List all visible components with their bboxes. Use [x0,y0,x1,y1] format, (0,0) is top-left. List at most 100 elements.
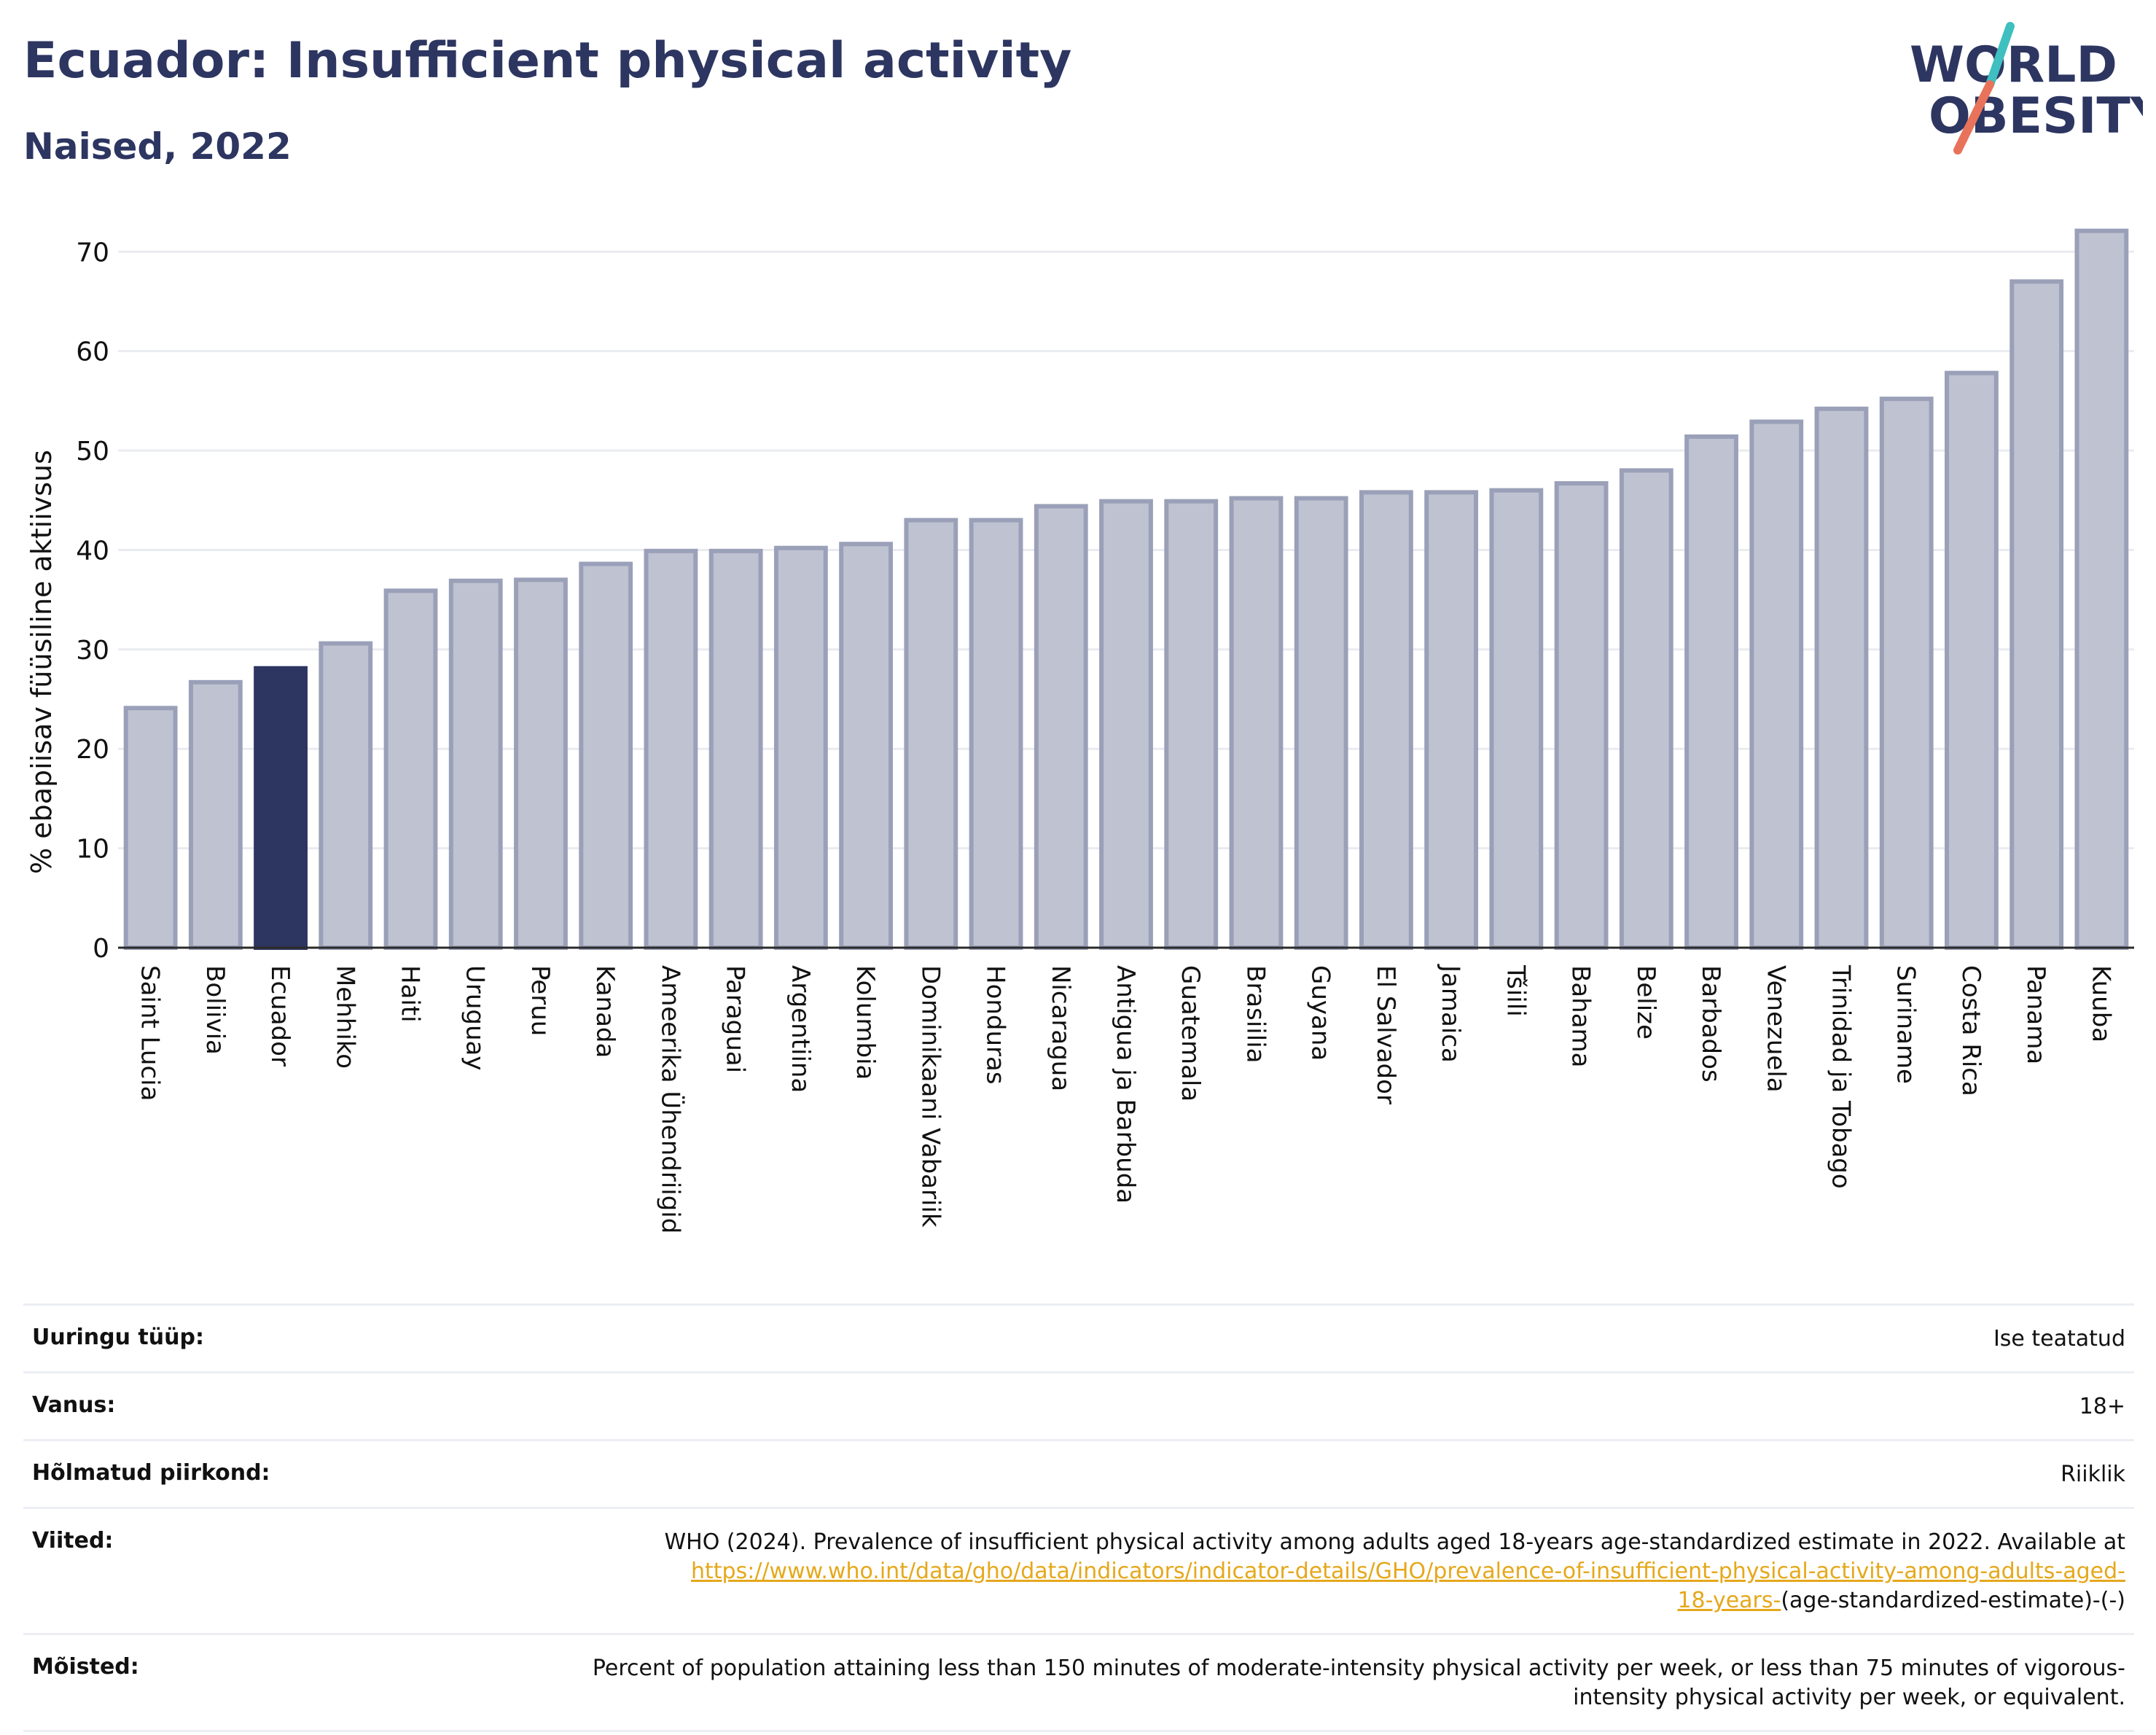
bar-chart: 0 10 20 30 40 50 60 70 Saint Lucia Boliivia Ecuad… [26,228,2134,1233]
bar-nicaragua [1034,504,1088,950]
x-tick-label: Antigua ja Barbuda [1111,965,1140,1204]
page-subtitle: Naised, 2022 [23,125,292,168]
meta-value: Ise teatatud [1993,1326,2125,1352]
x-tick-label: Ecuador [265,965,294,1067]
meta-value: 18+ [2079,1394,2125,1419]
bar-guatemala [1164,499,1219,950]
meta-row-references: Viited: WHO (2024). Prevalence of insuff… [23,1509,2134,1635]
x-tick-labels: Saint Lucia Boliivia Ecuador Mehhiko Haiti Ur… [136,964,2116,1233]
x-tick-label: Ameerika Ühendriigid [655,965,685,1233]
x-tick-label: Nicaragua [1046,965,1075,1091]
x-tick-label: Mehhiko [330,965,359,1069]
bar-el-salvador [1359,490,1413,950]
x-tick-label: Kanada [590,965,620,1058]
bar-saint-lucia [123,706,178,951]
references-text: WHO (2024). Prevalence of insufficient p… [664,1529,2125,1555]
bar-kanada [579,561,633,950]
x-tick-label: Argentiina [786,965,815,1093]
x-tick-label: Panama [2021,965,2050,1064]
bar-antigua-ja-barbuda [1099,499,1153,950]
meta-row-age: Vanus: 18+ [23,1373,2134,1441]
bar-ecuador [254,666,308,950]
x-tick-label: Dominikaani Vabariik [915,965,945,1228]
references-suffix: (age-standardized-estimate)-(-) [1781,1588,2125,1613]
x-tick-label: Honduras [981,965,1010,1085]
bar-panama [2009,279,2064,950]
meta-row-coverage: Hõlmatud piirkond: Riiklik [23,1441,2134,1509]
bar-t-iili [1489,488,1544,950]
page-title: Ecuador: Insufficient physical activity [23,32,1072,90]
y-tick-label: 60 [76,338,109,367]
references-link[interactable]: https://www.who.int/data/gho/data/indica… [691,1559,2125,1584]
meta-label: Uuringu tüüp: [32,1325,204,1350]
meta-label: Vanus: [32,1392,116,1418]
references-value: WHO (2024). Prevalence of insufficient p… [664,1528,2125,1615]
bar-boliivia [188,679,243,950]
x-tick-label: Uruguay [461,965,490,1071]
bar-peruu [514,577,568,950]
meta-label: Mõisted: [32,1654,139,1680]
bar-belize [1619,468,1673,950]
x-tick-label: Jamaica [1436,964,1465,1063]
y-tick-label: 10 [76,835,109,865]
bar-suriname [1879,397,1934,950]
metadata-table: Uuringu tüüp: Ise teatatud Vanus: 18+ Hõ… [23,1303,2134,1732]
x-tick-label: Trinidad ja Tobago [1826,964,1855,1189]
bar-honduras [969,518,1023,950]
logo-line-1: WORLD [1910,36,2117,94]
y-tick-label: 0 [93,934,109,964]
bar-kuuba [2074,228,2129,950]
bar-ameerika-hendriigid [644,548,698,950]
x-tick-label: El Salvador [1371,965,1400,1104]
x-tick-label: Paraguai [721,965,750,1073]
y-axis-label: % ebapiisav füüsiline aktiivsus [26,450,58,874]
x-tick-label: Boliivia [200,965,230,1055]
x-tick-label: Peruu [526,965,555,1036]
meta-value: Riiklik [2061,1462,2125,1487]
bar-jamaica [1424,490,1479,950]
y-tick-label: 20 [76,735,109,765]
x-tick-label: Belize [1631,965,1660,1040]
x-tick-label: Guatemala [1176,965,1205,1102]
x-tick-label: Kuuba [2086,965,2115,1042]
bar-kolumbia [839,542,894,950]
x-tick-label: Kolumbia [851,965,880,1080]
y-tick-labels: 0 10 20 30 40 50 60 70 [76,238,109,964]
bar-dominikaani-vabariik [904,518,958,950]
meta-label: Viited: [32,1528,114,1553]
bar-uruguay [448,578,503,950]
bar-costa-rica [1945,370,1999,950]
definitions-value: Percent of population attaining less tha… [592,1656,2125,1710]
x-tick-label: Guyana [1306,965,1335,1061]
logo-slash-teal [1985,22,2015,89]
x-tick-label: Brasiilia [1241,965,1270,1063]
bar-mehhiko [319,641,373,951]
bar-barbados [1684,434,1738,950]
x-tick-label: Haiti [396,965,425,1023]
x-tick-label: Venezuela [1761,965,1790,1093]
bar-brasiilia [1229,496,1284,950]
bar-argentiina [773,545,828,950]
meta-row-definitions: Mõisted: Percent of population attaining… [23,1635,2134,1732]
bar-haiti [383,588,438,950]
world-obesity-logo: WORLD OBESITY [1910,22,2143,155]
x-tick-label: Tšiili [1501,964,1530,1017]
bar-venezuela [1749,419,1804,950]
y-tick-label: 70 [76,238,109,268]
bar-bahama [1554,481,1609,950]
x-tick-label: Suriname [1891,965,1921,1084]
y-tick-label: 50 [76,437,109,467]
bar-guyana [1294,496,1348,950]
x-tick-label: Barbados [1696,965,1725,1083]
y-tick-label: 40 [76,536,109,566]
references-link-continued[interactable]: 18-years- [1677,1588,1781,1613]
logo-slash-coral [1953,80,1994,155]
x-tick-label: Costa Rica [1956,965,1985,1096]
x-tick-label: Bahama [1566,965,1595,1068]
meta-row-survey-type: Uuringu tüüp: Ise teatatud [23,1306,2134,1373]
x-tick-label: Saint Lucia [136,965,165,1101]
y-tick-label: 30 [76,636,109,666]
bars [123,228,2129,951]
meta-label: Hõlmatud piirkond: [32,1460,270,1486]
bar-paraguai [708,548,763,950]
